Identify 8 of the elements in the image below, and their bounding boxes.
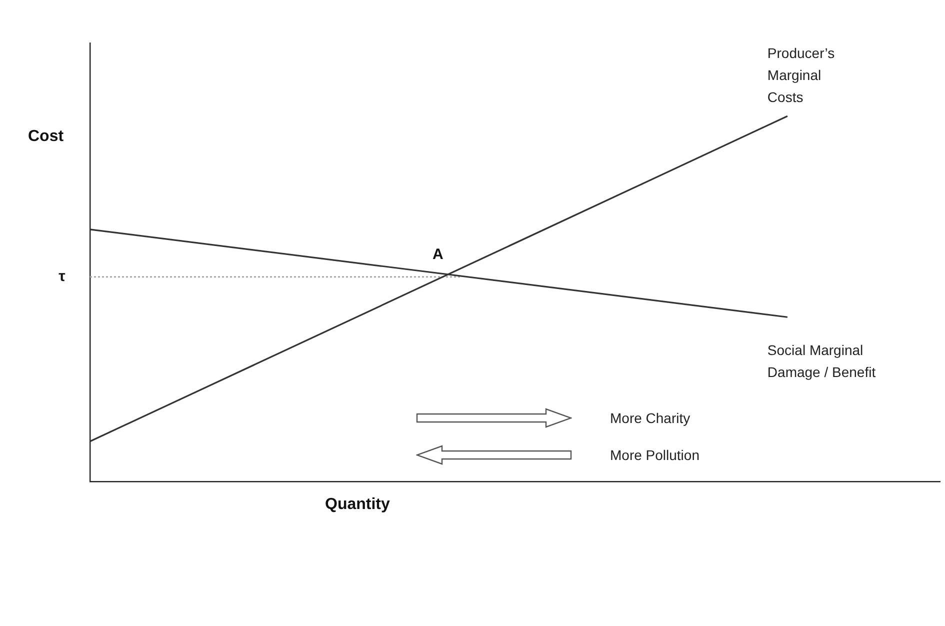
annotation: A [432,246,444,264]
series-label: Producer’s Marginal Costs [767,44,836,108]
text: τ [58,268,66,286]
series-label: Social Marginal Damage / Benefit [767,341,877,382]
x-axis-title: Quantity [325,496,390,514]
annotation: More Charity [610,408,690,428]
y-axis-title: Cost [28,128,64,146]
annotation: More Pollution [610,446,700,465]
